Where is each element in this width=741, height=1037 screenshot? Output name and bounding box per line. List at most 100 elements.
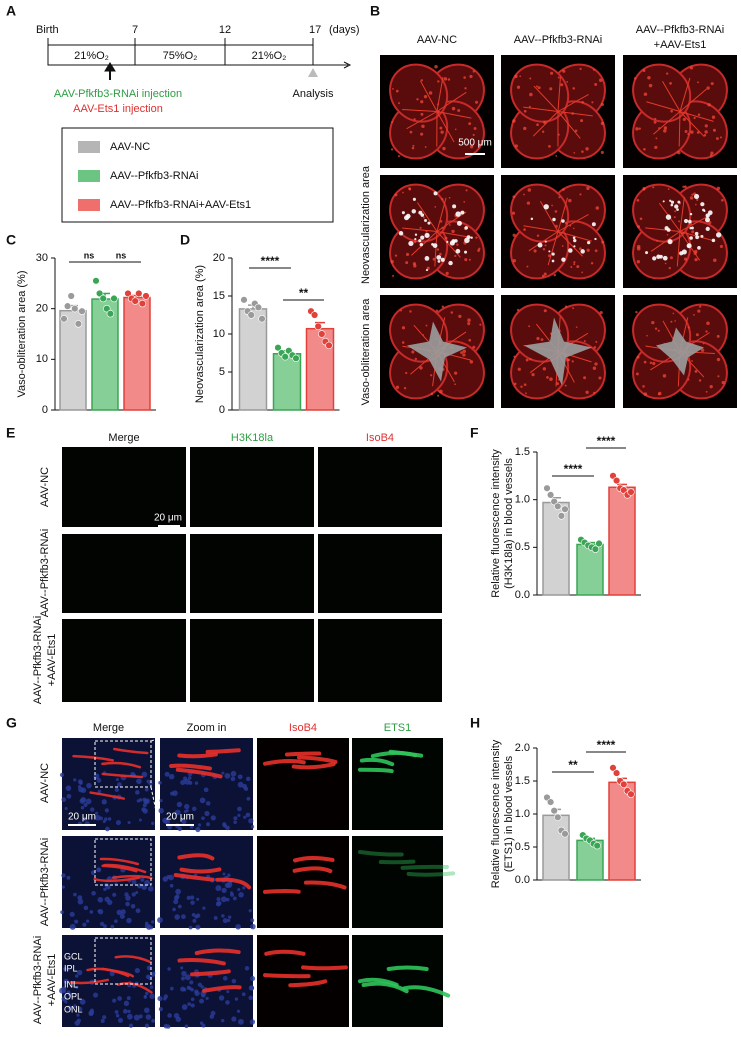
nucleus [197,982,202,987]
vessel-speck [571,360,574,363]
nucleus [159,799,163,803]
vessel-speck [458,314,462,319]
vessel [557,76,561,112]
nucleus [96,778,102,783]
vessel-speck [635,372,639,376]
vessel-speck [573,227,575,230]
nucleus [136,778,142,785]
vessel-speck [411,350,415,354]
vessel-speck [715,137,719,140]
y-axis-title: Vaso-obliteration area (%) [16,271,28,398]
vessel-speck [642,385,645,388]
nucleus [135,890,139,895]
nucleus [184,778,191,785]
retina-image [380,295,494,408]
vessel-speck [412,144,415,147]
vessel-speck [657,393,661,396]
neovascular-tuft [587,240,591,245]
nucleus [114,919,118,924]
neovascular-tuft [580,249,585,254]
vessel-speck [512,195,516,199]
vessel-speck [391,120,394,124]
neovascular-tuft [419,242,424,247]
nucleus [189,825,194,829]
vessel [263,758,306,766]
neovascular-tuft [544,240,547,243]
vessel [419,80,438,112]
vessel [557,111,581,139]
significance-label: **** [597,434,616,448]
vessel [101,761,142,769]
data-point [595,539,603,548]
significance-label: ns [116,250,127,260]
nucleus [234,997,239,1001]
nucleus [222,976,228,981]
nucleus [104,808,109,813]
vessel-speck [456,243,459,246]
nucleus [248,995,254,1001]
nucleus [128,1023,134,1028]
neovascular-tuft [543,204,549,210]
vessel-speck [526,201,531,205]
vessel-speck [549,87,553,91]
vessel-speck [721,198,724,202]
timeline-label: 7 [132,24,138,36]
column-header: IsoB4 [366,432,394,444]
nucleus [130,904,136,909]
vessel-speck [516,85,521,89]
neovascular-tuft [711,238,716,243]
vessel [194,948,241,956]
vessel [679,77,691,112]
vessel-speck [473,127,477,130]
data-point [591,545,600,553]
vessel-speck [451,106,456,111]
image-background [62,935,155,1027]
nucleus [117,782,122,787]
vessel-speck [642,187,646,191]
data-point [546,798,555,806]
nucleus [140,877,145,882]
neovascular-tuft [687,219,692,224]
nucleus [222,918,228,924]
vessel-speck [635,127,639,131]
vessel-speck [517,367,521,371]
neovascular-tuft [404,215,410,221]
vessel-speck [520,385,523,388]
nucleus [151,920,155,924]
vessel-speck [668,266,671,270]
vessel-speck [409,130,413,134]
vessel-speck [600,150,604,154]
significance-label: **** [564,462,583,476]
nucleus [64,806,68,810]
vessel-speck [426,266,430,270]
vessel-speck [706,86,710,90]
neovascular-tuft [436,255,442,260]
vessel-speck [695,203,697,206]
vessel-speck [586,248,590,252]
vessel-speck [450,311,454,314]
nucleus [64,1000,68,1004]
analysis-marker [308,68,318,77]
vessel-speck [652,361,656,366]
vessel-speck [457,109,461,113]
nucleus [181,970,187,977]
nucleus [225,897,230,902]
vessel-speck [424,146,427,148]
vessel-speck [478,247,481,250]
image-background [62,534,186,613]
nucleus [231,1016,237,1022]
vessel-speck [657,329,660,332]
neovascular-tuft [693,193,700,200]
vessel-speck [434,206,437,208]
data-point [258,315,266,323]
nucleus [230,891,234,895]
nucleus [89,910,94,914]
vessel-speck [703,134,707,137]
vessel-speck [594,362,598,366]
vessel-speck [460,351,463,355]
vessel-speck [654,327,658,330]
vessel [557,94,589,112]
nucleus [80,806,85,810]
nucleus [199,1021,204,1025]
vessel [557,213,589,232]
